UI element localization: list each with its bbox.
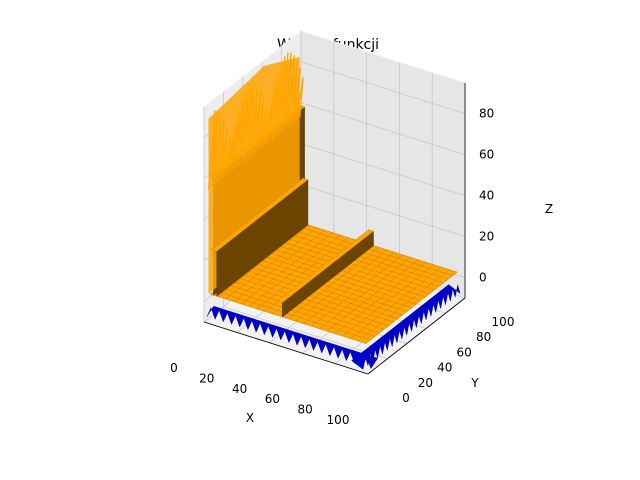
ridge-1-top bbox=[211, 177, 309, 252]
upper-mesh-x bbox=[334, 262, 427, 334]
upper-mesh-y bbox=[283, 236, 439, 287]
upper-mesh-y bbox=[296, 226, 453, 276]
z-tick-label: 60 bbox=[479, 148, 494, 162]
z-tick-label: 40 bbox=[479, 189, 494, 203]
upper-mesh-x bbox=[358, 269, 450, 342]
upper-mesh-x bbox=[342, 264, 434, 337]
x-tick-label: 80 bbox=[298, 403, 313, 417]
y-tick-label: 80 bbox=[476, 330, 491, 344]
y-tick-label: 100 bbox=[492, 315, 515, 329]
upper-mesh-x bbox=[350, 267, 442, 339]
upper-mesh-x bbox=[295, 249, 388, 322]
upper-mesh-x bbox=[303, 252, 395, 324]
x-tick-label: 20 bbox=[199, 371, 214, 385]
x-tick-label: 40 bbox=[232, 382, 247, 396]
upper-mesh-y bbox=[264, 251, 421, 301]
z-axis-label: Z bbox=[545, 202, 553, 216]
lower-surface bbox=[206, 284, 461, 370]
upper-mesh-x bbox=[311, 254, 403, 327]
upper-surface bbox=[207, 52, 458, 344]
x-axis-line bbox=[203, 321, 369, 375]
upper-mesh-y bbox=[255, 258, 412, 308]
y-axis-line bbox=[367, 297, 466, 375]
z-tick-label: 0 bbox=[479, 271, 487, 285]
upper-mesh-x bbox=[326, 259, 419, 332]
upper-mesh-y bbox=[278, 240, 435, 291]
upper-mesh-y bbox=[269, 247, 426, 298]
y-tick-label: 60 bbox=[457, 345, 472, 359]
axis-lines bbox=[203, 83, 466, 375]
x-tick-label: 100 bbox=[327, 413, 350, 427]
x-tick-label: 0 bbox=[170, 361, 178, 375]
z-tick-label: 20 bbox=[479, 230, 494, 244]
upper-mesh-y bbox=[273, 243, 430, 294]
x-axis-label: X bbox=[246, 411, 254, 425]
x-tick-label: 60 bbox=[265, 392, 280, 406]
y-tick-label: 0 bbox=[402, 391, 410, 405]
upper-mesh-y bbox=[260, 254, 417, 305]
upper-mesh-y bbox=[292, 229, 449, 280]
ridge-2-top bbox=[276, 229, 374, 303]
y-tick-label: 40 bbox=[437, 361, 452, 375]
lower-surface-right bbox=[351, 284, 461, 370]
y-tick-label: 20 bbox=[418, 376, 433, 390]
z-tick-label: 80 bbox=[479, 107, 494, 121]
upper-mesh-y bbox=[287, 233, 444, 283]
y-axis-label: Y bbox=[470, 376, 479, 390]
upper-mesh-x bbox=[319, 257, 411, 329]
